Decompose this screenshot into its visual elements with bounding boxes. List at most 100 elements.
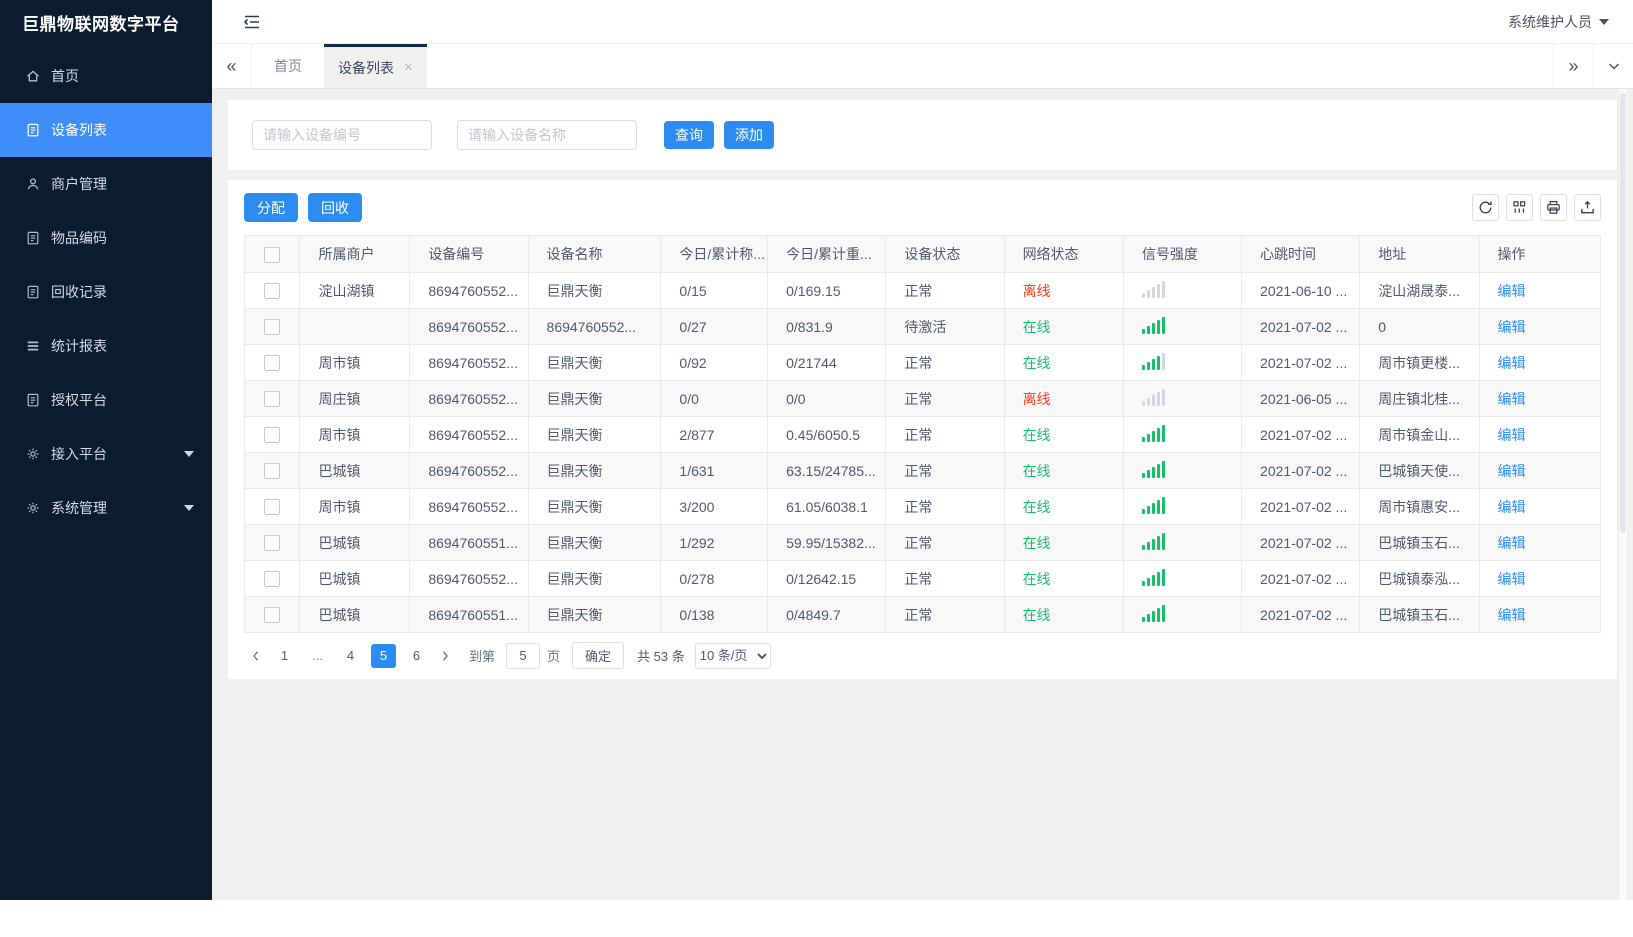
today-weight-cell: 0/21744 xyxy=(767,344,887,381)
row-checkbox[interactable] xyxy=(264,355,281,372)
today-count-cell: 1/631 xyxy=(660,452,769,489)
close-icon[interactable]: × xyxy=(404,59,413,76)
row-checkbox[interactable] xyxy=(264,319,281,336)
sidebar-item-access-platform[interactable]: 接入平台 xyxy=(0,427,212,481)
tab-scroll-left-button[interactable]: « xyxy=(212,44,252,88)
tab-actions-button[interactable] xyxy=(1593,44,1633,88)
row-checkbox[interactable] xyxy=(264,571,281,588)
signal-cell xyxy=(1122,272,1243,309)
device-status-cell: 正常 xyxy=(885,524,1005,561)
signal-strength-icon xyxy=(1141,604,1167,622)
edit-link[interactable]: 编辑 xyxy=(1497,318,1526,335)
page-number-1[interactable]: 1 xyxy=(280,648,289,663)
sidebar-item-authorization-platform[interactable]: 授权平台 xyxy=(0,373,212,427)
edit-link[interactable]: 编辑 xyxy=(1497,462,1526,479)
row-checkbox[interactable] xyxy=(264,463,281,480)
user-menu[interactable]: 系统维护人员 xyxy=(1508,12,1609,32)
sidebar-item-statistics-report[interactable]: 统计报表 xyxy=(0,319,212,373)
merchant-cell: 巴城镇 xyxy=(299,596,411,633)
merchant-cell: 巴城镇 xyxy=(299,560,411,597)
page-number-6[interactable]: 6 xyxy=(412,648,421,663)
top-header: 系统维护人员 xyxy=(212,0,1633,44)
address-cell: 周庄镇北桂... xyxy=(1359,380,1480,417)
row-checkbox[interactable] xyxy=(264,499,281,516)
edit-link[interactable]: 编辑 xyxy=(1497,390,1526,407)
column-header-1: 设备编号 xyxy=(409,235,529,273)
sidebar-item-home[interactable]: 首页 xyxy=(0,49,212,103)
sidebar-item-system-management[interactable]: 系统管理 xyxy=(0,481,212,535)
row-checkbox[interactable] xyxy=(264,427,281,444)
device-name-cell: 巨鼎天衡 xyxy=(527,416,662,453)
signal-cell xyxy=(1122,344,1243,381)
network-status-cell: 在线 xyxy=(1003,596,1124,633)
scrollbar-thumb[interactable] xyxy=(1620,93,1626,533)
tab-device-list[interactable]: 设备列表 × xyxy=(324,44,427,88)
address-cell: 巴城镇天使... xyxy=(1359,452,1480,489)
device-no-cell: 8694760552... xyxy=(409,452,529,489)
signal-cell xyxy=(1122,380,1243,417)
export-button[interactable] xyxy=(1574,194,1601,221)
column-header-5: 设备状态 xyxy=(885,235,1005,273)
sidebar-item-device-list[interactable]: 设备列表 xyxy=(0,103,212,157)
printer-icon xyxy=(1547,201,1560,214)
device-no-input[interactable] xyxy=(252,120,432,150)
page-size-select[interactable]: 10 条/页 xyxy=(694,642,771,669)
refresh-button[interactable] xyxy=(1472,194,1499,221)
network-status: 在线 xyxy=(1022,606,1051,623)
merchant-cell: 周庄镇 xyxy=(299,380,411,417)
menu-fold-icon[interactable] xyxy=(241,11,263,33)
edit-link[interactable]: 编辑 xyxy=(1497,354,1526,371)
vertical-scrollbar[interactable] xyxy=(1618,89,1628,900)
query-button[interactable]: 查询 xyxy=(664,121,714,149)
sidebar-item-label: 系统管理 xyxy=(51,500,107,516)
today-weight-cell: 0.45/6050.5 xyxy=(767,416,887,453)
device-name-cell: 巨鼎天衡 xyxy=(527,452,662,489)
tab-scroll-right-button[interactable]: » xyxy=(1553,44,1593,88)
today-weight-cell: 0/831.9 xyxy=(767,308,887,345)
row-check-cell xyxy=(243,524,301,561)
tab-list: 首页 设备列表 × xyxy=(252,44,427,88)
refresh-icon xyxy=(1479,201,1492,214)
today-weight-cell: 61.05/6038.1 xyxy=(767,488,887,525)
goto-page-input[interactable] xyxy=(506,642,541,669)
assign-button[interactable]: 分配 xyxy=(244,193,298,222)
row-checkbox[interactable] xyxy=(264,607,281,624)
page-number-4[interactable]: 4 xyxy=(346,648,355,663)
heartbeat-cell: 2021-07-02 ... xyxy=(1241,308,1361,345)
sidebar-item-label: 接入平台 xyxy=(51,446,107,462)
edit-link[interactable]: 编辑 xyxy=(1497,534,1526,551)
sidebar-item-recycle-records[interactable]: 回收记录 xyxy=(0,265,212,319)
today-count-cell: 3/200 xyxy=(660,488,769,525)
sidebar-item-item-code[interactable]: 物品编码 xyxy=(0,211,212,265)
pagination-next-button[interactable] xyxy=(433,644,457,668)
row-checkbox[interactable] xyxy=(264,535,281,552)
tab-home[interactable]: 首页 xyxy=(252,44,324,88)
page-number-5[interactable]: 5 xyxy=(371,643,396,668)
edit-link[interactable]: 编辑 xyxy=(1497,570,1526,587)
row-checkbox[interactable] xyxy=(264,391,281,408)
edit-link[interactable]: 编辑 xyxy=(1497,426,1526,443)
edit-link[interactable]: 编辑 xyxy=(1497,282,1526,299)
column-header-6: 网络状态 xyxy=(1003,235,1124,273)
table-row: 周市镇 8694760552... 巨鼎天衡 0/92 0/21744 正常 在线 2021-… xyxy=(243,344,1602,381)
signal-cell xyxy=(1122,560,1243,597)
select-all-checkbox[interactable] xyxy=(264,246,281,263)
print-button[interactable] xyxy=(1540,194,1567,221)
today-count-cell: 0/15 xyxy=(660,272,769,309)
address-cell: 巴城镇玉石... xyxy=(1359,524,1480,561)
row-check-cell xyxy=(243,488,301,525)
sidebar-item-merchant-management[interactable]: 商户管理 xyxy=(0,157,212,211)
network-status: 在线 xyxy=(1022,426,1051,443)
row-check-cell xyxy=(243,344,301,381)
pagination-prev-button[interactable] xyxy=(244,644,268,668)
sidebar-item-label: 商户管理 xyxy=(51,176,107,192)
edit-link[interactable]: 编辑 xyxy=(1497,606,1526,623)
signal-cell xyxy=(1122,596,1243,633)
row-checkbox[interactable] xyxy=(264,283,281,300)
confirm-button[interactable]: 确定 xyxy=(572,642,625,669)
recycle-button[interactable]: 回收 xyxy=(308,193,362,222)
columns-button[interactable] xyxy=(1506,194,1533,221)
device-name-input[interactable] xyxy=(457,120,637,150)
edit-link[interactable]: 编辑 xyxy=(1497,498,1526,515)
add-button[interactable]: 添加 xyxy=(724,121,774,149)
